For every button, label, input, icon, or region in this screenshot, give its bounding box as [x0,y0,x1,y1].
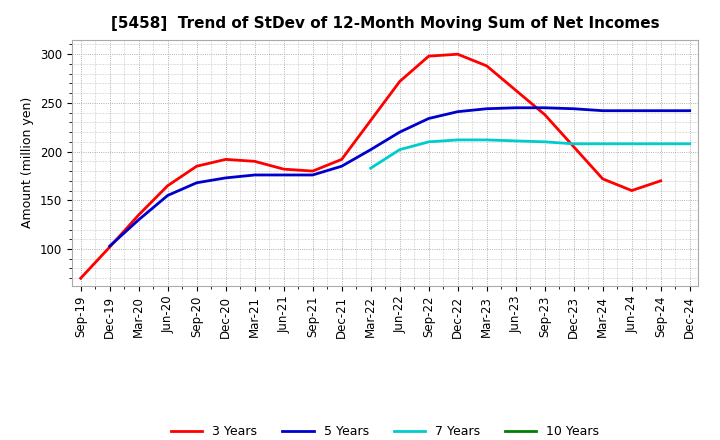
7 Years [541,139,549,144]
3 Years [424,54,433,59]
3 Years [511,88,520,93]
5 Years [570,106,578,111]
5 Years [251,172,259,178]
7 Years [395,147,404,152]
5 Years [541,105,549,110]
7 Years [482,137,491,143]
5 Years [424,116,433,121]
Line: 5 Years: 5 Years [109,108,690,246]
Line: 3 Years: 3 Years [81,54,661,278]
Line: 7 Years: 7 Years [371,140,690,168]
5 Years [482,106,491,111]
7 Years [454,137,462,143]
3 Years [366,118,375,123]
7 Years [570,141,578,147]
5 Years [279,172,288,178]
5 Years [685,108,694,114]
5 Years [192,180,201,185]
5 Years [221,175,230,180]
5 Years [338,164,346,169]
3 Years [192,164,201,169]
7 Years [511,138,520,143]
3 Years [541,112,549,117]
5 Years [135,217,143,222]
3 Years [308,169,317,174]
3 Years [570,144,578,149]
5 Years [511,105,520,110]
7 Years [685,141,694,147]
5 Years [163,193,172,198]
3 Years [163,183,172,188]
3 Years [395,79,404,84]
3 Years [221,157,230,162]
3 Years [279,166,288,172]
5 Years [366,147,375,152]
3 Years [135,212,143,217]
3 Years [76,275,85,281]
3 Years [627,188,636,193]
5 Years [308,172,317,178]
5 Years [598,108,607,114]
7 Years [627,141,636,147]
7 Years [424,139,433,144]
5 Years [105,243,114,249]
5 Years [454,109,462,114]
Title: [5458]  Trend of StDev of 12-Month Moving Sum of Net Incomes: [5458] Trend of StDev of 12-Month Moving… [111,16,660,32]
Y-axis label: Amount (million yen): Amount (million yen) [22,97,35,228]
3 Years [598,176,607,182]
3 Years [482,63,491,69]
7 Years [598,141,607,147]
3 Years [657,178,665,183]
5 Years [657,108,665,114]
5 Years [395,129,404,135]
5 Years [627,108,636,114]
Legend: 3 Years, 5 Years, 7 Years, 10 Years: 3 Years, 5 Years, 7 Years, 10 Years [166,420,604,440]
7 Years [657,141,665,147]
3 Years [251,159,259,164]
3 Years [454,51,462,57]
3 Years [105,244,114,249]
3 Years [338,157,346,162]
7 Years [366,165,375,171]
